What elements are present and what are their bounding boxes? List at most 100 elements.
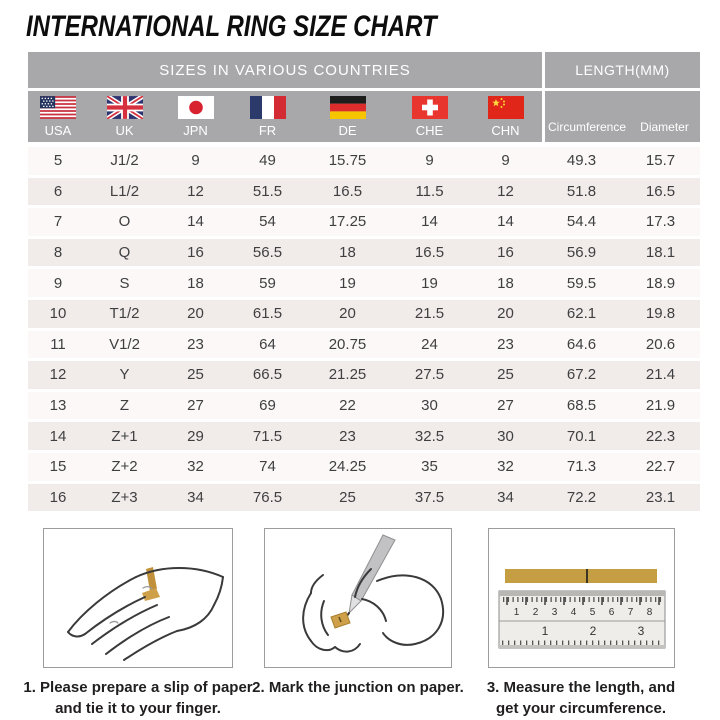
table-cell: 14	[421, 213, 438, 231]
country-code-label: CHE	[415, 122, 444, 138]
ruler-number: 2	[589, 624, 596, 638]
column-uk: UK	[88, 91, 161, 142]
length-columns: Circumference Diameter	[545, 91, 700, 142]
table-row: 16 Z+3 34 76.5 25 37.5 34 72.2 23.1	[28, 483, 700, 512]
marking-junction-with-pen-illustration	[301, 534, 444, 653]
table-cell: 11	[50, 335, 66, 353]
instruction-caption: 3. Measure the length, and get your circ…	[486, 679, 676, 717]
china-flag-icon	[487, 95, 524, 119]
table-row: 15 Z+2 32 74 24.25 35 32 71.3 22.7	[28, 452, 700, 481]
table-cell: 18	[339, 244, 356, 262]
page-title: INTERNATIONAL RING SIZE CHART	[26, 10, 437, 43]
table-cell: S	[119, 274, 130, 292]
ruler-number: 4	[570, 607, 576, 618]
table-cell: 19	[421, 274, 438, 292]
country-code-label: FR	[258, 122, 277, 138]
table-cell: 23.1	[645, 488, 676, 506]
country-code-label: JPN	[183, 122, 208, 138]
ruler-number: 1	[513, 607, 519, 618]
table-group-header-row: SIZES IN VARIOUS COUNTRIES LENGTH(MM)	[28, 52, 700, 88]
table-row: 10 T1/2 20 61.5 20 21.5 20 62.1 19.8	[28, 299, 700, 328]
table-cell: 51.5	[252, 182, 283, 200]
table-cell: 12	[187, 182, 204, 200]
table-cell: 12	[497, 182, 514, 200]
country-columns: USA UK JPN	[28, 91, 542, 142]
table-cell: 18.1	[645, 244, 676, 262]
table-cell: 14	[187, 213, 204, 231]
table-cell: 8	[53, 244, 63, 262]
column-circumference: Circumference	[547, 120, 627, 134]
table-cell: 11.5	[415, 182, 444, 200]
table-cell: 9	[501, 152, 510, 170]
ruler-number: 6	[608, 607, 614, 618]
table-cell: 16	[49, 488, 67, 506]
table-cell: 12	[49, 366, 67, 384]
table-cell: 15	[49, 458, 67, 476]
column-jpn: JPN	[161, 91, 230, 142]
table-cell: 59	[259, 274, 276, 292]
table-cell: 23	[497, 335, 514, 353]
table-cell: 49	[259, 152, 276, 170]
table-cell: 54.4	[566, 213, 597, 231]
table-cell: 21.5	[414, 305, 445, 323]
table-cell: 6	[53, 182, 63, 200]
table-cell: 17.3	[645, 213, 676, 231]
table-cell: 19	[339, 274, 356, 292]
table-cell: 14	[49, 427, 67, 445]
table-cell: 9	[53, 274, 63, 292]
illustration-box	[264, 528, 452, 668]
table-cell: 19.8	[645, 305, 676, 323]
table-row: 12 Y 25 66.5 21.25 27.5 25 67.2 21.4	[28, 361, 700, 389]
ruler-number: 3	[637, 624, 644, 638]
instruction-step-1: 1. Please prepare a slip of paper and ti…	[20, 528, 256, 719]
table-cell: 32	[497, 458, 514, 476]
instruction-caption: 2. Mark the junction on paper.	[252, 679, 464, 696]
instruction-step-3: 1 2 3 4 5 6 7 8 1 2 3 3. Measure the len…	[475, 528, 687, 719]
table-cell: 21.9	[645, 397, 676, 415]
table-cell: 20	[187, 305, 204, 323]
column-che: CHE	[390, 91, 469, 142]
table-cell: 56.5	[252, 244, 283, 262]
table-column-header-row: USA UK JPN	[28, 91, 700, 142]
table-cell: 22	[339, 397, 356, 415]
instruction-caption: 1. Please prepare a slip of paper and ti…	[23, 679, 253, 717]
table-cell: 51.8	[566, 182, 597, 200]
table-cell: 16.5	[645, 182, 676, 200]
table-cell: 22.7	[645, 458, 676, 476]
table-cell: 69	[259, 397, 276, 415]
table-cell: 32.5	[414, 427, 445, 445]
hand-with-paper-strip-illustration	[66, 567, 224, 661]
ruler-number: 3	[551, 607, 557, 618]
table-cell: 18	[187, 274, 204, 292]
table-cell: 9	[191, 152, 200, 170]
table-cell: 29	[187, 427, 204, 445]
table-cell: 62.1	[566, 305, 597, 323]
table-cell: 37.5	[414, 488, 445, 506]
ruler-number: 2	[532, 607, 538, 618]
table-cell: J1/2	[110, 152, 139, 170]
table-cell: 25	[339, 488, 356, 506]
table-cell: 16.5	[332, 182, 363, 200]
table-cell: 27	[497, 397, 514, 415]
table-cell: 16	[187, 244, 204, 262]
illustration-box: 1 2 3 4 5 6 7 8 1 2 3	[487, 528, 675, 668]
table-cell: 25	[497, 366, 514, 384]
table-row: 13 Z 27 69 22 30 27 68.5 21.9	[28, 391, 700, 420]
table-cell: Z+2	[111, 458, 138, 476]
table-cell: 59.5	[566, 274, 597, 292]
table-cell: 66.5	[252, 366, 283, 384]
table-cell: 21.4	[645, 366, 676, 384]
table-cell: 27.5	[414, 366, 445, 384]
column-chn: CHN	[469, 91, 542, 142]
table-cell: 68.5	[566, 397, 597, 415]
group-header-length: LENGTH(MM)	[545, 52, 700, 88]
table-cell: 34	[187, 488, 204, 506]
table-cell: 76.5	[252, 488, 283, 506]
country-code-label: UK	[115, 122, 134, 138]
table-cell: 74	[259, 458, 276, 476]
table-cell: 16.5	[414, 244, 445, 262]
table-cell: 71.3	[566, 458, 597, 476]
table-cell: 18.9	[645, 274, 676, 292]
column-fr: FR	[230, 91, 305, 142]
table-cell: 23	[339, 427, 356, 445]
